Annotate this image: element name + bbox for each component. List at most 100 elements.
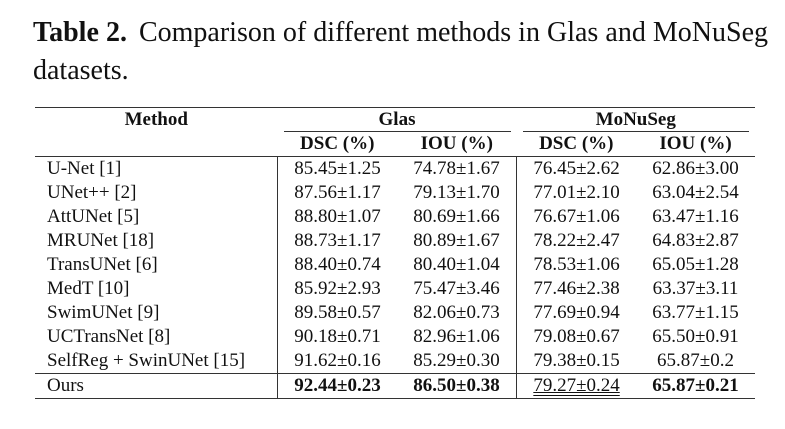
column-header: IOU (%)	[636, 132, 755, 157]
value-cell: 90.18±0.71	[277, 325, 398, 349]
table-row: MedT [10] 85.92±2.93 75.47±3.46 77.46±2.38 6…	[35, 277, 755, 301]
value-cell: 79.38±0.15	[516, 349, 637, 374]
cell-text: 75.47±3.46	[413, 278, 500, 299]
caption: Table 2. Comparison of different methods …	[33, 14, 768, 90]
value-cell: 65.50±0.91	[636, 325, 755, 349]
cell-text: 62.86±3.00	[652, 158, 739, 179]
column-header: DSC (%)	[516, 132, 637, 157]
cell-text: 74.78±1.67	[413, 158, 500, 179]
cell-text: 76.45±2.62	[533, 158, 620, 179]
value-cell: 79.27±0.24	[516, 373, 637, 399]
value-cell: 76.67±1.06	[516, 205, 637, 229]
column-header	[35, 132, 278, 157]
value-cell: 85.29±0.30	[397, 349, 517, 374]
method-cell: SwimUNet [9]	[35, 301, 278, 325]
value-cell: 88.73±1.17	[277, 229, 398, 253]
cell-text: U-Net [1]	[47, 158, 122, 179]
cell-text: 85.45±1.25	[294, 158, 381, 179]
cell-text: 65.50±0.91	[652, 326, 739, 347]
cell-text: 78.53±1.06	[533, 254, 620, 275]
value-cell: 89.58±0.57	[277, 301, 398, 325]
value-cell: 79.13±1.70	[397, 181, 517, 205]
cell-text: UNet++ [2]	[47, 182, 137, 203]
method-cell: MRUNet [18]	[35, 229, 278, 253]
table-row: UNet++ [2] 87.56±1.17 79.13±1.70 77.01±2.10…	[35, 181, 755, 205]
cell-text: 77.01±2.10	[533, 182, 620, 203]
cell-text: MRUNet [18]	[47, 230, 155, 251]
cell-text: 87.56±1.17	[294, 182, 381, 203]
method-cell: Ours	[35, 373, 278, 399]
value-cell: 76.45±2.62	[516, 156, 637, 181]
cell-text: 65.05±1.28	[652, 254, 739, 275]
table-head: Method Glas MoNuSeg DSC (%) IOU (%) DSC …	[35, 107, 755, 157]
table-body: U-Net [1] 85.45±1.25 74.78±1.67 76.45±2.62 6…	[35, 156, 755, 399]
cell-text: AttUNet [5]	[47, 206, 140, 227]
value-cell: 74.78±1.67	[397, 157, 517, 182]
cell-text: 63.37±3.11	[652, 278, 739, 299]
value-cell: 62.86±3.00	[636, 157, 755, 182]
cell-text: 86.50±0.38	[413, 375, 500, 396]
value-cell: 85.92±2.93	[277, 277, 398, 301]
cell-text: 89.58±0.57	[294, 302, 381, 323]
value-cell: 65.87±0.2	[636, 349, 755, 374]
value-cell: 80.40±1.04	[397, 253, 517, 277]
cell-text: 79.27±0.24	[533, 375, 620, 396]
value-cell: 80.89±1.67	[397, 229, 517, 253]
cell-text: 92.44±0.23	[294, 375, 381, 396]
value-cell: 75.47±3.46	[397, 277, 517, 301]
cell-text: Ours	[47, 375, 84, 396]
group-header: Method	[35, 107, 278, 132]
value-cell: 91.62±0.16	[277, 349, 398, 374]
cell-text: SelfReg + SwinUNet [15]	[47, 350, 246, 371]
table-row: UCTransNet [8] 90.18±0.71 82.96±1.06 79.08±…	[35, 325, 755, 349]
value-cell: 92.44±0.23	[277, 373, 398, 399]
value-cell: 78.22±2.47	[516, 229, 637, 253]
cell-text: 82.06±0.73	[413, 302, 500, 323]
cell-text: 85.92±2.93	[294, 278, 381, 299]
cell-text: 80.89±1.67	[413, 230, 500, 251]
cell-text: 88.80±1.07	[294, 206, 381, 227]
cell-text: 80.40±1.04	[413, 254, 500, 275]
group-row: Method Glas MoNuSeg	[35, 107, 755, 132]
cell-text: UCTransNet [8]	[47, 326, 171, 347]
cell-text: 65.87±0.2	[657, 350, 734, 371]
value-cell: 63.47±1.16	[636, 205, 755, 229]
value-cell: 86.50±0.38	[397, 373, 517, 399]
column-row: DSC (%) IOU (%) DSC (%) IOU (%)	[35, 132, 755, 157]
value-cell: 87.56±1.17	[277, 181, 398, 205]
value-cell: 88.40±0.74	[277, 253, 398, 277]
value-cell: 65.87±0.21	[636, 373, 755, 399]
table-row: SelfReg + SwinUNet [15] 91.62±0.16 85.29±0…	[35, 349, 755, 374]
value-cell: 77.46±2.38	[516, 277, 637, 301]
cell-text: 78.22±2.47	[533, 230, 620, 251]
value-cell: 85.45±1.25	[277, 156, 398, 181]
value-cell: 88.80±1.07	[277, 205, 398, 229]
cell-text: 80.69±1.66	[413, 206, 500, 227]
method-cell: TransUNet [6]	[35, 253, 278, 277]
method-cell: SelfReg + SwinUNet [15]	[35, 349, 278, 374]
cell-text: 77.69±0.94	[533, 302, 620, 323]
caption-text: Comparison of different methods in Glas …	[33, 17, 768, 86]
value-cell: 82.96±1.06	[397, 325, 517, 349]
cell-text: 85.29±0.30	[413, 350, 500, 371]
value-cell: 63.77±1.15	[636, 301, 755, 325]
cell-text: SwimUNet [9]	[47, 302, 160, 323]
cell-text: 64.83±2.87	[652, 230, 739, 251]
cell-text: 79.08±0.67	[533, 326, 620, 347]
value-cell: 80.69±1.66	[397, 205, 517, 229]
value-cell: 77.01±2.10	[516, 181, 637, 205]
method-cell: MedT [10]	[35, 277, 278, 301]
group-header: MoNuSeg	[516, 107, 755, 132]
group-header: Glas	[277, 107, 517, 132]
table-row: AttUNet [5] 88.80±1.07 80.69±1.66 76.67±1.0…	[35, 205, 755, 229]
method-cell: UNet++ [2]	[35, 181, 278, 205]
table-row: SwimUNet [9] 89.58±0.57 82.06±0.73 77.69±0.…	[35, 301, 755, 325]
cell-text: 88.40±0.74	[294, 254, 381, 275]
caption-label: Table 2.	[33, 17, 127, 48]
cell-text: 63.77±1.15	[652, 302, 739, 323]
value-cell: 79.08±0.67	[516, 325, 637, 349]
cell-text: TransUNet [6]	[47, 254, 158, 275]
method-cell: U-Net [1]	[35, 157, 278, 182]
cell-text: 90.18±0.71	[294, 326, 381, 347]
